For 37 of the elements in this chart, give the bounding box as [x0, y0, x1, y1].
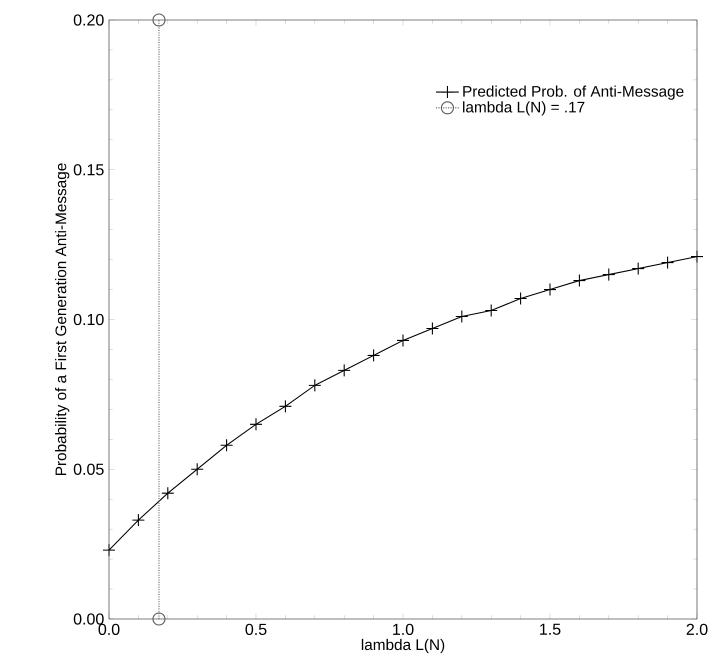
y-tick-label: 0.10 — [74, 314, 104, 326]
legend-label: Predicted Prob. of Anti-Message — [463, 86, 684, 100]
point — [220, 438, 234, 452]
x-tick-label: 1.5 — [540, 624, 560, 635]
x-tick-label: 2.0 — [686, 624, 708, 636]
y-tick-label: 0.15 — [74, 164, 104, 176]
point — [152, 612, 166, 626]
point — [484, 304, 498, 318]
point — [132, 514, 145, 527]
point — [690, 250, 704, 264]
point — [543, 283, 557, 296]
point — [338, 364, 351, 377]
x-tick-label: 0.5 — [246, 624, 266, 636]
point — [632, 262, 645, 276]
point — [308, 378, 322, 392]
point — [367, 348, 380, 362]
point — [161, 486, 174, 500]
point — [514, 292, 528, 306]
point — [152, 13, 166, 27]
point — [102, 544, 116, 557]
point — [278, 400, 292, 413]
point — [602, 268, 616, 282]
x-axis-title: lambda L(N) — [362, 638, 444, 654]
point — [455, 310, 468, 324]
point — [426, 322, 439, 336]
point — [396, 334, 410, 347]
y-tick-label: 0.00 — [74, 613, 104, 625]
y-tick-label: 0.20 — [74, 14, 104, 26]
legend-label: lambda L(N) = .17 — [463, 101, 584, 116]
point — [661, 256, 674, 270]
point — [190, 462, 204, 476]
y-axis-title: Probability of a First Generation Anti-Message — [55, 163, 70, 476]
x-tick-label: 0.0 — [98, 624, 120, 636]
point — [572, 274, 586, 288]
x-tick-label: 1.0 — [393, 624, 414, 636]
point — [249, 418, 263, 431]
y-tick-label: 0.05 — [74, 464, 104, 475]
